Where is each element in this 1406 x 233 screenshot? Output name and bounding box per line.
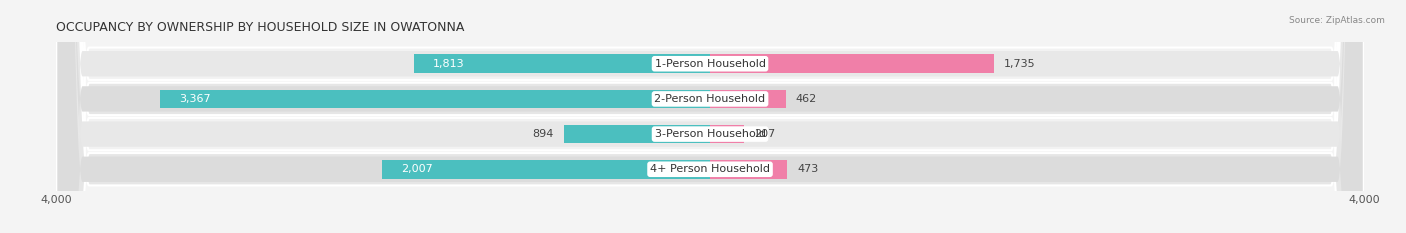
Text: 207: 207 [754,129,775,139]
FancyBboxPatch shape [56,0,1364,233]
Text: 4+ Person Household: 4+ Person Household [650,164,770,174]
Text: 462: 462 [796,94,817,104]
Text: 2-Person Household: 2-Person Household [654,94,766,104]
Text: 894: 894 [533,129,554,139]
Text: 1-Person Household: 1-Person Household [655,59,765,69]
Bar [710,160,787,178]
FancyBboxPatch shape [56,0,1364,233]
Text: Source: ZipAtlas.com: Source: ZipAtlas.com [1289,16,1385,25]
Text: 3-Person Household: 3-Person Household [655,129,765,139]
FancyBboxPatch shape [58,0,1362,233]
FancyBboxPatch shape [58,0,1362,233]
Text: 1,813: 1,813 [433,59,465,69]
Text: 473: 473 [797,164,818,174]
Bar [710,125,744,143]
Bar [710,55,994,73]
Text: 2,007: 2,007 [402,164,433,174]
Bar [160,90,710,108]
FancyBboxPatch shape [58,0,1362,233]
FancyBboxPatch shape [56,0,1364,233]
Bar [413,55,710,73]
Bar [564,125,710,143]
Text: 1,735: 1,735 [1004,59,1035,69]
Bar [710,90,786,108]
FancyBboxPatch shape [56,0,1364,233]
Bar [382,160,710,178]
Text: 3,367: 3,367 [180,94,211,104]
FancyBboxPatch shape [58,0,1362,233]
Text: OCCUPANCY BY OWNERSHIP BY HOUSEHOLD SIZE IN OWATONNA: OCCUPANCY BY OWNERSHIP BY HOUSEHOLD SIZE… [56,21,464,34]
